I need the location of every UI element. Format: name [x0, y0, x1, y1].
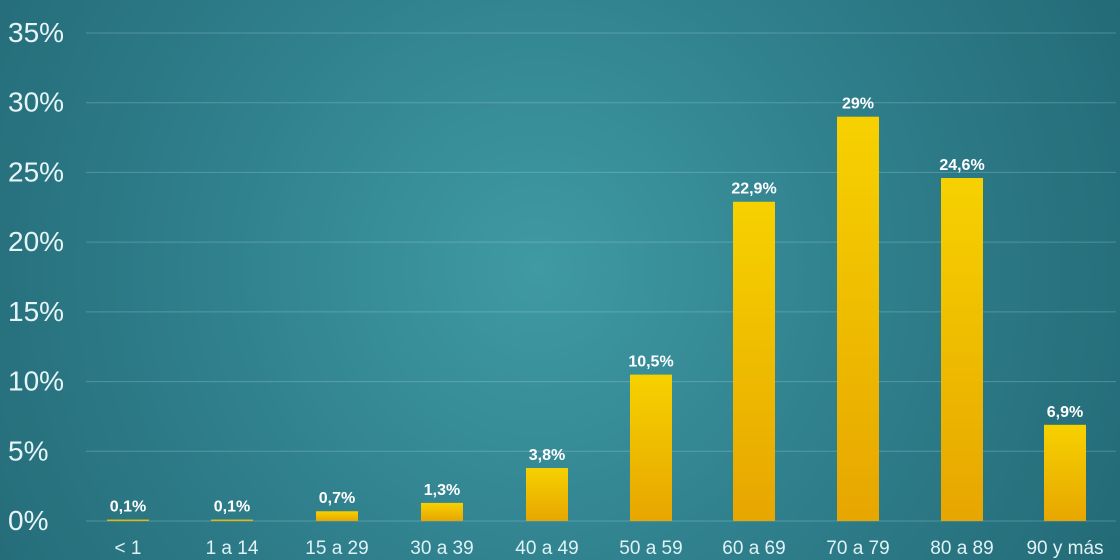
data-label: 0,1%: [214, 499, 250, 516]
data-label: 1,3%: [424, 482, 460, 499]
x-axis: < 1 1 a 14 15 a 29 30 a 39 40 a 49 50 a 59 60 …: [115, 538, 1104, 559]
x-tick-label: 50 a 59: [619, 538, 682, 559]
grid-layer: [86, 32, 1116, 522]
x-tick-label: < 1: [115, 538, 142, 559]
data-label: 0,1%: [110, 499, 146, 516]
bar: [107, 519, 149, 521]
bar: [316, 511, 358, 521]
data-label: 22,9%: [731, 181, 776, 198]
bar: [630, 374, 672, 521]
data-labels-layer: 0,1% 0,1% 0,7% 1,3% 3,8% 10,5% 22,9% 29% 24,6% 6,…: [110, 96, 1083, 516]
bar: [526, 468, 568, 521]
y-tick-label: 25%: [8, 156, 64, 187]
x-tick-label: 80 a 89: [930, 538, 993, 559]
data-label: 29%: [842, 96, 874, 113]
y-tick-label: 0%: [8, 505, 48, 536]
x-tick-label: 1 a 14: [206, 538, 259, 559]
y-tick-label: 5%: [8, 435, 48, 466]
x-tick-label: 90 y más: [1026, 538, 1103, 559]
x-tick-label: 15 a 29: [305, 538, 368, 559]
data-label: 3,8%: [529, 447, 565, 464]
x-tick-label: 40 a 49: [515, 538, 578, 559]
y-axis: 0% 5% 10% 15% 20% 25% 30% 35%: [8, 17, 64, 536]
bar: [211, 519, 253, 521]
data-label: 24,6%: [939, 157, 984, 174]
x-tick-label: 70 a 79: [826, 538, 889, 559]
y-tick-label: 35%: [8, 17, 64, 48]
bar: [421, 502, 463, 521]
data-label: 0,7%: [319, 490, 355, 507]
data-label: 6,9%: [1047, 404, 1083, 421]
y-tick-label: 15%: [8, 296, 64, 327]
bars-layer: [107, 116, 1086, 522]
bar: [837, 116, 879, 522]
y-tick-label: 10%: [8, 366, 64, 397]
bar: [1044, 424, 1086, 521]
bar: [733, 201, 775, 522]
y-tick-label: 30%: [8, 87, 64, 118]
data-label: 10,5%: [628, 354, 673, 371]
y-tick-label: 20%: [8, 226, 64, 257]
bar: [941, 178, 983, 521]
x-tick-label: 60 a 69: [722, 538, 785, 559]
x-tick-label: 30 a 39: [410, 538, 473, 559]
